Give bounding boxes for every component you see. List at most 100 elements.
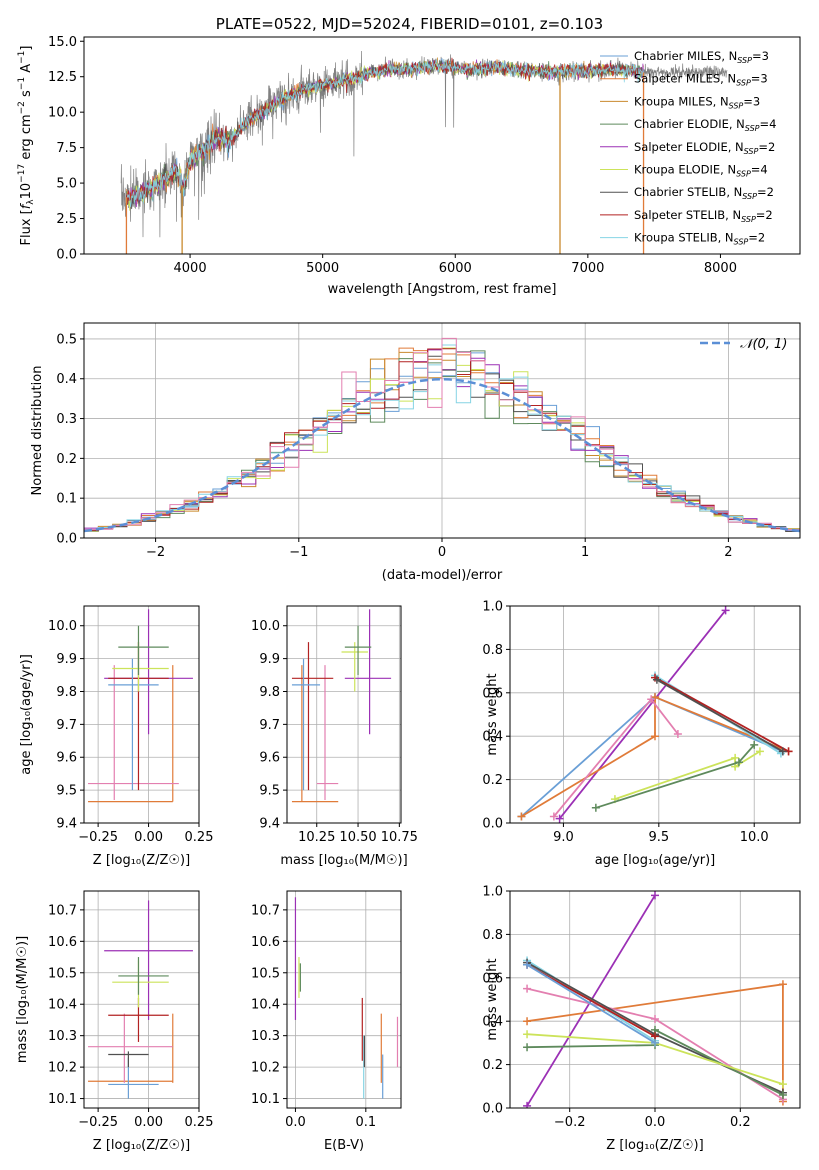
- series-marker: [778, 747, 787, 756]
- legend-entry-count: =2: [757, 185, 774, 199]
- y-tick-label: 0.2: [56, 452, 77, 467]
- plot-area: [517, 606, 793, 823]
- legend-entry-count: =4: [760, 117, 777, 131]
- axes-frame: [83, 36, 801, 255]
- series-marker: [731, 753, 740, 762]
- x-axis-label: Z [log₁₀(Z/Z☉)]: [93, 1138, 190, 1153]
- errorbar-point: [112, 960, 169, 1008]
- x-tick-label: 9.0: [553, 830, 574, 845]
- series-marker: [591, 803, 600, 812]
- figure-title: PLATE=0522, MJD=52024, FIBERID=0101, z=0…: [216, 15, 603, 33]
- legend-entry-sub: SSP: [734, 238, 749, 247]
- model-spectrum-line: [126, 59, 644, 207]
- errorbar-point: [344, 609, 392, 735]
- x-tick-label: 0.00: [134, 1115, 163, 1130]
- legend-entry: Chabrier MILES, NSSP=3: [634, 49, 769, 65]
- errorbar-point: [118, 625, 169, 676]
- x-tick-label: 8000: [704, 261, 737, 276]
- errorbar-point: [88, 1013, 173, 1083]
- y-tick-label: 9.8: [56, 685, 77, 700]
- x-tick-label: 10.75: [381, 830, 418, 845]
- y-tick-label: 10.1: [48, 1092, 77, 1107]
- series-line: [558, 609, 727, 820]
- series-marker: [555, 814, 564, 823]
- x-tick-label: 2: [724, 545, 732, 560]
- y-axis-label: mass [log₁₀(M/M☉)]: [15, 936, 30, 1063]
- errorbar-point: [118, 957, 169, 995]
- y-axis-label: Flux [fλ10−17 erg cm−2 s−1 A−1]: [17, 46, 36, 246]
- errorbar-point: [341, 642, 368, 692]
- legend-entry-name: Kroupa STELIB, N: [634, 231, 734, 245]
- x-axis-label: Z [log₁₀(Z/Z☉)]: [606, 1138, 703, 1153]
- x-axis-label: mass [log₁₀(M/M☉)]: [280, 853, 407, 868]
- series-marker: [523, 1101, 532, 1108]
- series-line: [656, 679, 784, 753]
- plot-area: [120, 50, 728, 254]
- y-tick-label: 10.0: [251, 619, 280, 634]
- x-tick-label: 7000: [571, 261, 604, 276]
- errorbar-point: [344, 625, 372, 676]
- y-tick-label: 7.5: [56, 141, 77, 156]
- series-marker: [523, 1017, 532, 1026]
- legend-entry: Chabrier ELODIE, NSSP=4: [634, 117, 776, 133]
- x-axis-label: wavelength [Angstrom, rest frame]: [328, 282, 557, 297]
- legend-entry-sub: SSP: [745, 124, 760, 133]
- y-tick-label: 5.0: [56, 177, 77, 192]
- legend-entry-count: =3: [752, 49, 769, 63]
- axes-age-vs-mass: 10.25 10.50 10.75 9.4 9.5 9.6 9.7 9.8 9.9 10.0 mas…: [251, 605, 418, 868]
- y-tick-label: 0.0: [56, 248, 77, 263]
- weight-series: [549, 695, 682, 821]
- series-marker: [651, 732, 659, 741]
- y-tick-label: 10.5: [251, 966, 280, 981]
- weight-series: [555, 606, 730, 823]
- y-tick-label: 0.4: [482, 1015, 503, 1030]
- x-tick-label: −0.25: [78, 1115, 118, 1130]
- errorbar-point: [108, 658, 159, 791]
- legend-entry-sub: SSP: [737, 56, 752, 65]
- plot-area: [84, 337, 800, 538]
- y-tick-label: 10.3: [251, 1029, 280, 1044]
- y-tick-label: 0.5: [56, 332, 77, 347]
- legend-entry-count: =3: [751, 72, 768, 86]
- y-tick-label: 10.2: [48, 1061, 77, 1076]
- y-tick-label: 9.6: [259, 751, 280, 766]
- y-tick-label: 10.4: [251, 998, 280, 1013]
- legend-entry-count: =2: [756, 208, 773, 222]
- series-line: [520, 695, 789, 818]
- y-tick-label: 10.6: [48, 935, 77, 950]
- y-tick-label: 10.7: [48, 903, 77, 918]
- legend-entry-sub: SSP: [736, 79, 751, 88]
- errorbar-point: [104, 900, 193, 1020]
- y-axis-label: Normed distribution: [30, 366, 45, 496]
- x-tick-label: 9.5: [648, 830, 669, 845]
- y-tick-label: 10.1: [251, 1092, 280, 1107]
- errorbar-point: [291, 658, 321, 791]
- legend-entry: 𝒩(0, 1): [740, 337, 787, 352]
- y-axis-label: mass weight: [485, 958, 500, 1040]
- legend-entry-count: =4: [751, 163, 768, 177]
- legend-entry-name: Salpeter STELIB, N: [634, 208, 741, 222]
- legend-entry-count: =2: [748, 231, 765, 245]
- x-axis-label: Z [log₁₀(Z/Z☉)]: [93, 853, 190, 868]
- axes-mass-vs-EBV: 0.0 0.1 10.1 10.2 10.3 10.4 10.5 10.6 10.7 E(B-V): [251, 890, 402, 1153]
- series-line: [526, 964, 656, 1038]
- legend-entry: Kroupa MILES, NSSP=3: [634, 94, 760, 110]
- series-marker: [647, 695, 656, 704]
- y-tick-label: 0.1: [56, 492, 77, 507]
- y-tick-label: 9.9: [56, 652, 77, 667]
- y-tick-label: 0.2: [482, 773, 503, 788]
- legend-entry: Salpeter STELIB, NSSP=2: [634, 208, 773, 224]
- y-axis-label: age [log₁₀(age/yr)]: [19, 654, 34, 775]
- axes-residuals: −2 −1 0 1 2 0.0 0.1 0.2 0.3 0.4 0.5 (data-model)/er…: [30, 322, 801, 583]
- x-tick-label: −2: [146, 545, 165, 560]
- errorbar-point: [316, 665, 339, 800]
- series-marker: [734, 758, 743, 767]
- x-tick-label: 10.25: [298, 830, 335, 845]
- axes-spectrum: 4000 5000 6000 7000 8000 0.0 2.5 5.0 7.5 10.0 12.5…: [17, 35, 801, 297]
- axes-frame: [83, 605, 200, 824]
- residual-histogram: [84, 337, 800, 538]
- series-marker: [652, 675, 661, 684]
- x-tick-label: 0.2: [730, 1115, 751, 1130]
- legend-entry-count: =2: [758, 140, 775, 154]
